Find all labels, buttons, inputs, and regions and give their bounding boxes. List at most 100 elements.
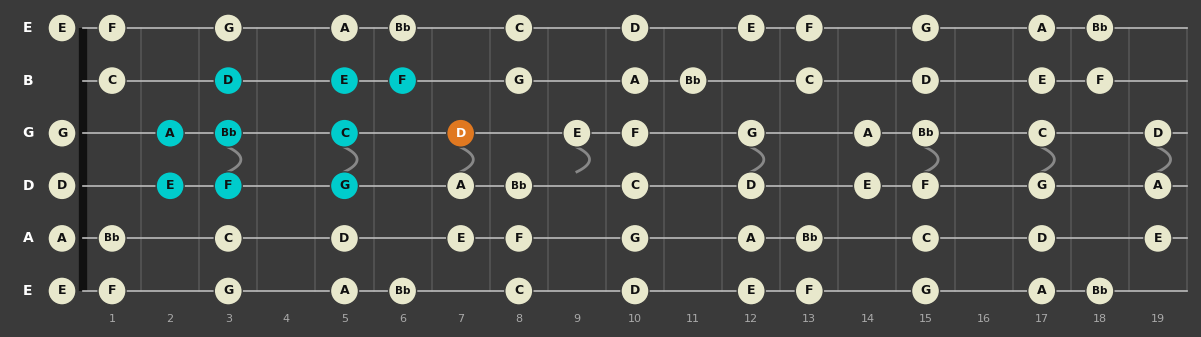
- Text: 9: 9: [573, 314, 580, 324]
- Circle shape: [912, 67, 939, 95]
- Text: C: C: [514, 284, 524, 298]
- Text: D: D: [920, 74, 931, 87]
- Circle shape: [795, 277, 824, 305]
- Text: C: C: [631, 179, 640, 192]
- Text: Bb: Bb: [918, 128, 933, 138]
- Text: E: E: [1038, 74, 1046, 87]
- Circle shape: [795, 224, 824, 252]
- Text: Bb: Bb: [395, 23, 411, 33]
- Circle shape: [912, 224, 939, 252]
- Text: G: G: [340, 179, 349, 192]
- Circle shape: [912, 172, 939, 200]
- Text: 3: 3: [225, 314, 232, 324]
- Circle shape: [854, 119, 882, 147]
- Circle shape: [48, 224, 76, 252]
- Text: F: F: [514, 232, 524, 245]
- Text: D: D: [340, 232, 349, 245]
- Circle shape: [330, 119, 358, 147]
- Circle shape: [621, 277, 649, 305]
- Circle shape: [48, 14, 76, 42]
- Text: A: A: [1153, 179, 1163, 192]
- Text: A: A: [631, 74, 640, 87]
- Text: F: F: [399, 74, 407, 87]
- Circle shape: [1086, 14, 1113, 42]
- Circle shape: [737, 172, 765, 200]
- Circle shape: [330, 224, 358, 252]
- Circle shape: [679, 67, 707, 95]
- Text: B: B: [23, 73, 34, 88]
- Text: A: A: [1036, 22, 1046, 34]
- Circle shape: [98, 224, 126, 252]
- Text: G: G: [23, 126, 34, 140]
- Text: A: A: [456, 179, 466, 192]
- Text: E: E: [864, 179, 872, 192]
- Circle shape: [504, 224, 533, 252]
- Circle shape: [156, 119, 184, 147]
- Text: G: G: [223, 22, 233, 34]
- Text: F: F: [108, 22, 116, 34]
- Circle shape: [504, 277, 533, 305]
- Circle shape: [621, 119, 649, 147]
- Circle shape: [737, 277, 765, 305]
- Text: 13: 13: [802, 314, 817, 324]
- Circle shape: [1086, 67, 1113, 95]
- Circle shape: [330, 67, 358, 95]
- Text: Bb: Bb: [1092, 286, 1107, 296]
- Text: A: A: [340, 22, 349, 34]
- Text: F: F: [805, 284, 813, 298]
- Text: D: D: [1036, 232, 1047, 245]
- Circle shape: [912, 14, 939, 42]
- Circle shape: [737, 224, 765, 252]
- Text: 16: 16: [976, 314, 991, 324]
- Text: E: E: [747, 284, 755, 298]
- Text: G: G: [746, 127, 757, 140]
- Text: F: F: [631, 127, 639, 140]
- Text: E: E: [1154, 232, 1163, 245]
- Circle shape: [214, 224, 243, 252]
- Circle shape: [621, 224, 649, 252]
- Text: Bb: Bb: [686, 75, 701, 86]
- Circle shape: [330, 14, 358, 42]
- Text: 11: 11: [686, 314, 700, 324]
- Text: 14: 14: [860, 314, 874, 324]
- Text: 19: 19: [1151, 314, 1165, 324]
- Text: 7: 7: [458, 314, 465, 324]
- Text: D: D: [629, 22, 640, 34]
- Circle shape: [389, 14, 417, 42]
- Text: C: C: [1038, 127, 1046, 140]
- Circle shape: [214, 119, 243, 147]
- Circle shape: [912, 277, 939, 305]
- Circle shape: [330, 277, 358, 305]
- Circle shape: [214, 67, 243, 95]
- Text: G: G: [629, 232, 640, 245]
- Text: A: A: [1036, 284, 1046, 298]
- Text: F: F: [921, 179, 930, 192]
- Text: 18: 18: [1093, 314, 1107, 324]
- Circle shape: [504, 14, 533, 42]
- Circle shape: [48, 277, 76, 305]
- Text: D: D: [23, 179, 34, 193]
- Text: C: C: [223, 232, 233, 245]
- Circle shape: [1143, 172, 1172, 200]
- Circle shape: [912, 119, 939, 147]
- Text: Bb: Bb: [512, 181, 526, 191]
- Circle shape: [48, 172, 76, 200]
- Text: 8: 8: [515, 314, 522, 324]
- Text: F: F: [108, 284, 116, 298]
- Text: E: E: [573, 127, 581, 140]
- Circle shape: [1086, 277, 1113, 305]
- Circle shape: [389, 67, 417, 95]
- Circle shape: [1143, 224, 1172, 252]
- Circle shape: [156, 172, 184, 200]
- Text: E: E: [23, 284, 32, 298]
- Circle shape: [330, 172, 358, 200]
- Circle shape: [504, 67, 533, 95]
- Circle shape: [48, 119, 76, 147]
- Text: D: D: [629, 284, 640, 298]
- Circle shape: [214, 277, 243, 305]
- Circle shape: [1028, 119, 1056, 147]
- Text: E: E: [58, 284, 66, 298]
- Circle shape: [389, 277, 417, 305]
- Circle shape: [1028, 277, 1056, 305]
- Text: Bb: Bb: [221, 128, 237, 138]
